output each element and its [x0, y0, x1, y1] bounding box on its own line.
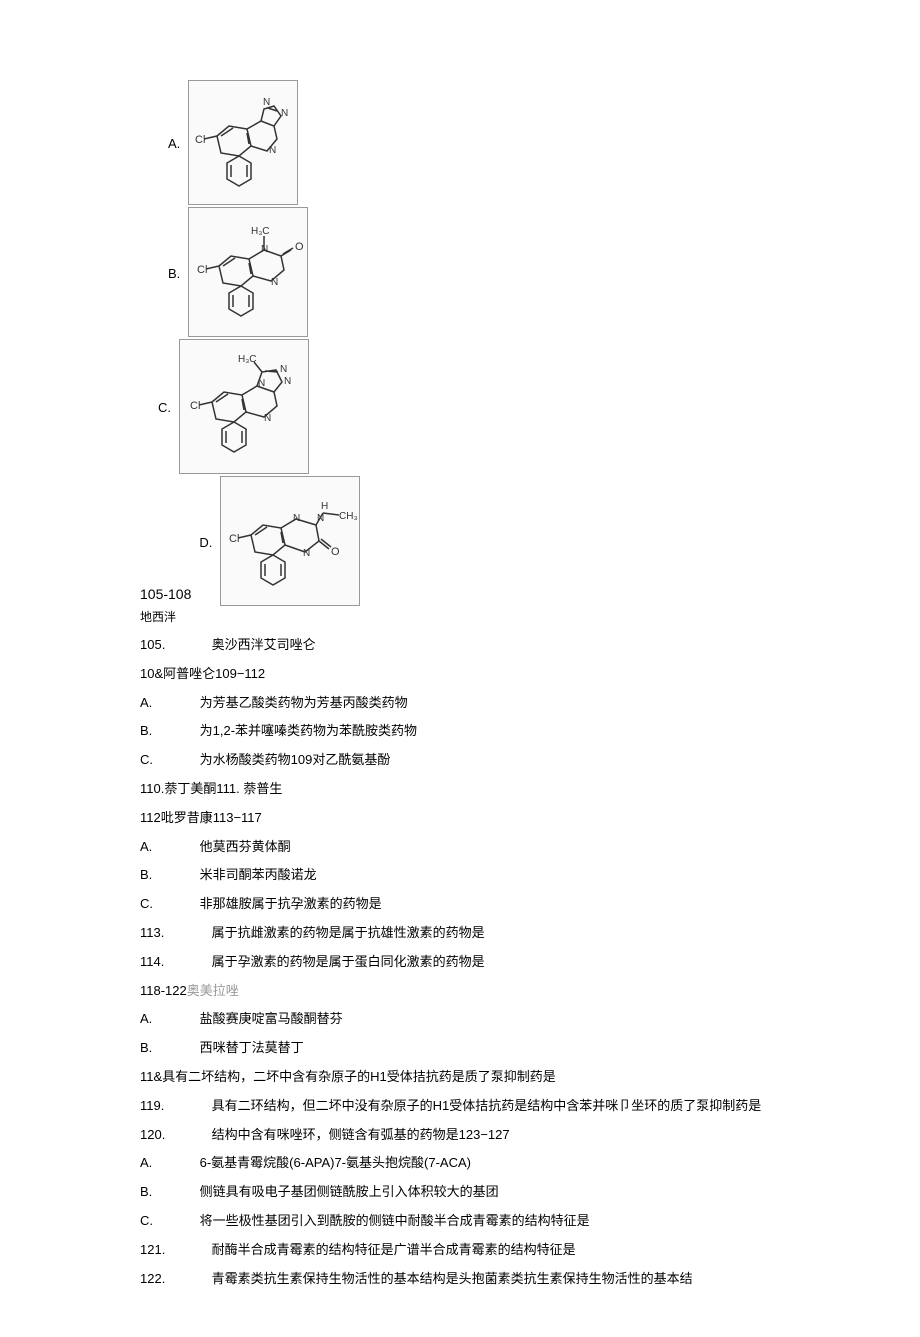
q114-num: 114.	[140, 952, 176, 973]
structure-d-row: 105-108 D.	[140, 476, 360, 608]
opt-b3-label: B.	[140, 1038, 164, 1059]
opt-a2-label: A.	[140, 837, 164, 858]
q122-num: 122.	[140, 1269, 176, 1290]
opt-b1-label: B.	[140, 721, 164, 742]
svg-text:H: H	[321, 501, 328, 512]
q105-num: 105.	[140, 635, 176, 656]
q119-text: 具有二环结构，但二坏中没有杂原子的H1受体拮抗药是结构中含苯并咪卩坐环的质了泵抑…	[180, 1098, 762, 1113]
opt-c4-line: C. 将一些极性基团引入到酰胺的侧链中耐酸半合成青霉素的结构特征是	[140, 1211, 780, 1232]
svg-text:N: N	[269, 145, 276, 156]
q113-line: 113. 属于抗雌激素的药物是属于抗雄性激素的药物是	[140, 923, 780, 944]
opt-c2-text: 非那雄胺属于抗孕激素的药物是	[168, 896, 382, 911]
q121-line: 121. 耐酶半合成青霉素的结构特征是广谱半合成青霉素的结构特征是	[140, 1240, 780, 1261]
svg-text:N: N	[258, 378, 265, 389]
q121-text: 耐酶半合成青霉素的结构特征是广谱半合成青霉素的结构特征是	[180, 1242, 576, 1257]
structures-column: A. Cl N	[140, 80, 360, 608]
opt-a2-text: 他莫西芬黄体酮	[168, 839, 291, 854]
svg-text:N: N	[293, 513, 300, 524]
opt-b2-text: 米非司酮苯丙酸诺龙	[168, 867, 317, 882]
opt-b2-line: B. 米非司酮苯丙酸诺龙	[140, 865, 780, 886]
q118-line: 11&具有二坏结构，二坏中含有杂原子的H1受体拮抗药是质了泵抑制药是	[140, 1067, 780, 1088]
svg-text:Cl: Cl	[197, 264, 207, 276]
opt-a3-text: 盐酸赛庚啶富马酸酮替芬	[168, 1011, 343, 1026]
svg-text:N: N	[280, 364, 287, 375]
svg-text:N: N	[263, 97, 270, 108]
svg-text:H₃C: H₃C	[238, 354, 257, 365]
opt-a1-text: 为芳基乙酸类药物为芳基丙酸类药物	[168, 695, 408, 710]
q114-line: 114. 属于孕激素的药物是属于蛋白同化激素的药物是	[140, 952, 780, 973]
q114-text: 属于孕激素的药物是属于蛋白同化激素的药物是	[180, 954, 485, 969]
q105-line: 105. 奥沙西泮艾司唑仑	[140, 635, 780, 656]
structure-d-image: Cl H N CH₃ N O N	[220, 476, 360, 606]
q122-text: 青霉素类抗生素保持生物活性的基本结构是头抱菌素类抗生素保持生物活性的基本结	[180, 1271, 693, 1286]
svg-text:Cl: Cl	[229, 533, 239, 545]
opt-a1-line: A. 为芳基乙酸类药物为芳基丙酸类药物	[140, 693, 780, 714]
structure-c-row: C. Cl	[140, 339, 360, 476]
opt-b4-line: B. 侧链具有吸电子基团侧链酰胺上引入体积较大的基团	[140, 1182, 780, 1203]
q118-range: 118-122	[140, 983, 187, 998]
opt-c2-label: C.	[140, 894, 164, 915]
opt-a4-label: A.	[140, 1153, 164, 1174]
svg-text:Cl: Cl	[195, 134, 205, 146]
q110-line: 110.萘丁美酮111. 萘普生	[140, 779, 780, 800]
structure-b-image: Cl H₃C N O N	[188, 207, 308, 337]
svg-text:O: O	[331, 546, 340, 558]
svg-text:CH₃: CH₃	[339, 511, 358, 522]
structure-b-label: B.	[168, 266, 180, 281]
svg-text:N: N	[317, 513, 324, 524]
q113-text: 属于抗雌激素的药物是属于抗雄性激素的药物是	[180, 925, 485, 940]
opt-c1-text: 为水杨酸类药物109对乙酰氨基酚	[168, 752, 391, 767]
q120-text: 结构中含有咪唑环，侧链含有弧基的药物是123−127	[180, 1127, 510, 1142]
q122-line: 122. 青霉素类抗生素保持生物活性的基本结构是头抱菌素类抗生素保持生物活性的基…	[140, 1269, 780, 1290]
q120-line: 120. 结构中含有咪唑环，侧链含有弧基的药物是123−127	[140, 1125, 780, 1146]
opt-b1-text: 为1,2-苯并噻嗪类药物为苯酰胺类药物	[168, 723, 417, 738]
opt-b3-text: 西咪替丁法莫替丁	[168, 1040, 304, 1055]
svg-text:O: O	[295, 241, 304, 253]
structure-a-row: A. Cl N	[140, 80, 360, 207]
q120-num: 120.	[140, 1125, 176, 1146]
opt-b1-line: B. 为1,2-苯并噻嗪类药物为苯酰胺类药物	[140, 721, 780, 742]
q113-num: 113.	[140, 923, 176, 944]
structure-c-label: C.	[158, 400, 171, 415]
opt-c2-line: C. 非那雄胺属于抗孕激素的药物是	[140, 894, 780, 915]
svg-text:N: N	[264, 413, 271, 424]
opt-c1-label: C.	[140, 750, 164, 771]
svg-text:N: N	[284, 376, 291, 387]
q118-range-line: 118-122奥美拉唑	[140, 981, 780, 1002]
opt-b3-line: B. 西咪替丁法莫替丁	[140, 1038, 780, 1059]
q119-num: 119.	[140, 1096, 176, 1117]
structures-block: A. Cl N	[140, 80, 780, 608]
opt-a3-label: A.	[140, 1009, 164, 1030]
opt-c4-text: 将一些极性基团引入到酰胺的侧链中耐酸半合成青霉素的结构特征是	[168, 1213, 590, 1228]
question-range-105-108: 105-108	[140, 586, 191, 608]
q105-text: 奥沙西泮艾司唑仑	[180, 637, 316, 652]
q121-num: 121.	[140, 1240, 176, 1261]
opt-c1-line: C. 为水杨酸类药物109对乙酰氨基酚	[140, 750, 780, 771]
opt-b2-label: B.	[140, 865, 164, 886]
svg-text:N: N	[271, 277, 278, 288]
svg-text:N: N	[303, 548, 310, 559]
opt-c4-label: C.	[140, 1211, 164, 1232]
opt-a4-line: A. 6-氨基青霉烷酸(6-APA)7-氨基头抱烷酸(7-ACA)	[140, 1153, 780, 1174]
structure-d-label: D.	[199, 535, 212, 550]
opt-b4-text: 侧链具有吸电子基团侧链酰胺上引入体积较大的基团	[168, 1184, 499, 1199]
opt-a4-text: 6-氨基青霉烷酸(6-APA)7-氨基头抱烷酸(7-ACA)	[168, 1155, 471, 1170]
svg-text:N: N	[281, 108, 288, 119]
text-dixipan: 地西泮	[140, 608, 780, 625]
structure-b-row: B. Cl	[140, 207, 360, 339]
svg-text:H₃C: H₃C	[251, 226, 270, 237]
opt-b4-label: B.	[140, 1182, 164, 1203]
structure-c-image: Cl H₃C N N N N	[179, 339, 309, 474]
opt-a2-line: A. 他莫西芬黄体酮	[140, 837, 780, 858]
structure-a-image: Cl N N N	[188, 80, 298, 205]
q118-range-gray: 奥美拉唑	[187, 983, 239, 998]
q119-line: 119. 具有二环结构，但二坏中没有杂原子的H1受体拮抗药是结构中含苯并咪卩坐环…	[140, 1096, 780, 1117]
q106-line: 10&阿普唑仑109−112	[140, 664, 780, 685]
structure-a-label: A.	[168, 136, 180, 151]
opt-a3-line: A. 盐酸赛庚啶富马酸酮替芬	[140, 1009, 780, 1030]
svg-text:Cl: Cl	[190, 400, 200, 412]
opt-a1-label: A.	[140, 693, 164, 714]
svg-text:N: N	[261, 244, 268, 255]
q112-line: 112吡罗昔康113−117	[140, 808, 780, 829]
